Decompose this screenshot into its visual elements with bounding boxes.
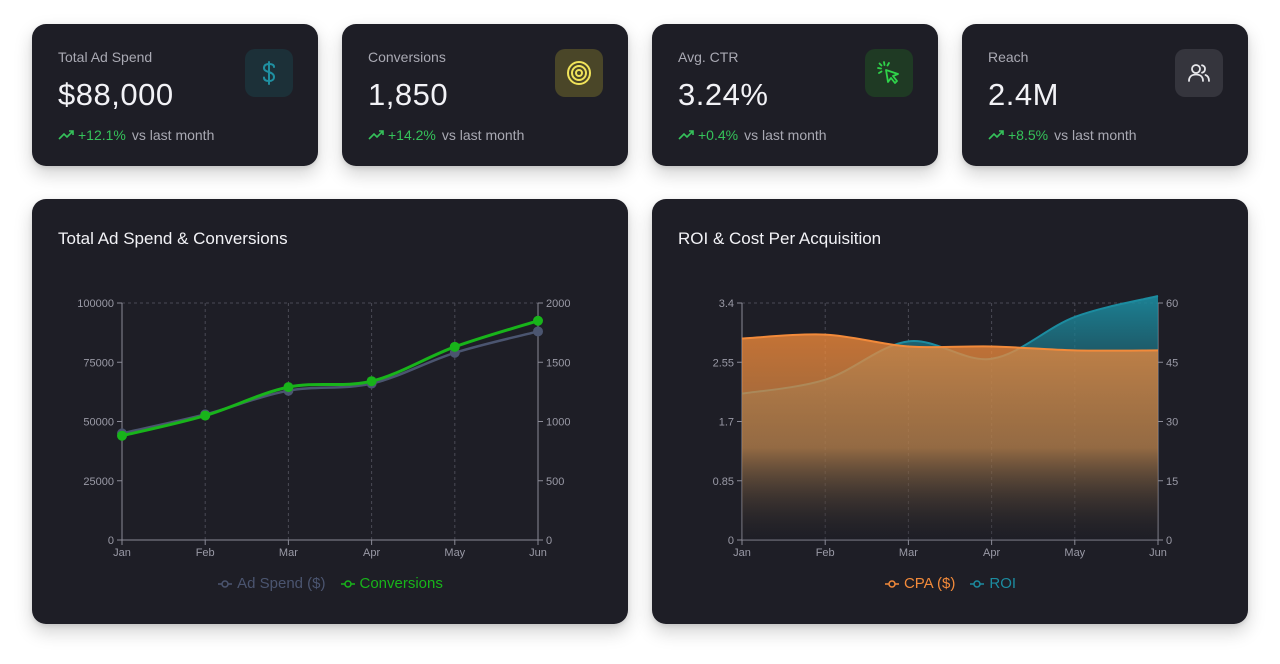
kpi-change-value: +0.4%: [698, 127, 739, 143]
data-point-conversions: [449, 341, 460, 352]
data-point-ad-spend: [533, 326, 543, 337]
chart-title: ROI & Cost Per Acquisition: [678, 229, 882, 248]
data-point-conversions: [200, 410, 211, 421]
trending-up-icon: [678, 130, 694, 140]
y-right-tick-label: 0: [546, 535, 552, 547]
users-icon: [1188, 64, 1210, 82]
legend-item-cpa[interactable]: CPA ($): [884, 575, 955, 592]
kpi-change-value: +14.2%: [388, 127, 436, 143]
y-right-tick-label: 30: [1166, 417, 1178, 429]
kpi-change: +0.4% vs last month: [678, 127, 912, 143]
y-left-tick-label: 75000: [83, 357, 114, 369]
kpi-card-ctr: Avg. CTR 3.24% +0.4% vs last month: [652, 24, 938, 166]
legend-line-marker-icon: [884, 579, 899, 588]
chart-panel-spend-conversions: Total Ad Spend & Conversions Jan Feb Mar Ap…: [32, 199, 628, 624]
series-line-conversions: [121, 319, 539, 438]
y-left-tick-label: 0: [728, 535, 734, 547]
kpi-card-reach: Reach 2.4M +8.5% vs last month: [962, 24, 1248, 166]
kpi-label: Reach: [988, 49, 1029, 65]
y-left-tick-label: 1.7: [719, 417, 734, 429]
x-tick-label: Jan: [113, 547, 131, 559]
y-left-tick-label: 0: [108, 535, 114, 547]
x-tick-label: Feb: [196, 547, 215, 559]
kpi-change: +14.2% vs last month: [368, 127, 602, 143]
target-icon: [567, 61, 591, 85]
kpi-comparison: vs last month: [441, 127, 525, 143]
y-right-tick-label: 45: [1166, 357, 1178, 369]
y-left-tick-label: 50000: [83, 417, 114, 429]
y-right-tick-label: 500: [546, 476, 564, 488]
y-left-tick-label: 0.85: [713, 476, 734, 488]
legend-item-roi[interactable]: ROI: [969, 575, 1016, 592]
trending-up-icon: [988, 130, 1004, 140]
kpi-label: Total Ad Spend: [58, 49, 153, 65]
legend-label: Ad Spend ($): [237, 575, 326, 592]
kpi-icon-box: [555, 49, 603, 97]
trending-up-icon: [368, 130, 384, 140]
kpi-label: Avg. CTR: [678, 49, 739, 65]
data-point-conversions: [533, 315, 543, 326]
kpi-change: +12.1% vs last month: [58, 127, 292, 143]
y-right-tick-label: 15: [1166, 476, 1178, 488]
y-right-tick-label: 1000: [546, 417, 570, 429]
kpi-icon-box: [865, 49, 913, 97]
legend-item-conversions[interactable]: Conversions: [340, 575, 443, 592]
x-tick-label: May: [444, 547, 465, 559]
chart-panel-roi-cpa: ROI & Cost Per Acquisition Jan Feb Mar Apr M…: [652, 199, 1248, 624]
chart-title: Total Ad Spend & Conversions: [58, 229, 288, 248]
y-left-tick-label: 3.4: [719, 298, 734, 310]
series-area-cpa: [742, 334, 1158, 540]
kpi-comparison: vs last month: [744, 127, 827, 143]
y-left-tick-label: 25000: [83, 476, 114, 488]
x-tick-label: Mar: [899, 547, 918, 559]
kpi-value: 1,850: [368, 77, 449, 112]
chart-legend: Ad Spend ($) Conversions: [32, 575, 628, 592]
legend-label: CPA ($): [903, 575, 956, 592]
y-right-tick-label: 2000: [546, 298, 570, 310]
series-line-ad-spend: [121, 330, 539, 435]
y-right-tick-label: 1500: [546, 357, 570, 369]
x-tick-label: Mar: [279, 547, 298, 559]
data-point-conversions: [283, 382, 294, 393]
kpi-change-value: +8.5%: [1008, 127, 1049, 143]
kpi-value: $88,000: [58, 77, 174, 112]
kpi-icon-box: [245, 49, 293, 97]
y-left-tick-label: 100000: [77, 298, 114, 310]
x-tick-label: Jun: [529, 547, 547, 559]
kpi-comparison: vs last month: [1054, 127, 1137, 143]
data-point-conversions: [117, 430, 127, 441]
kpi-value: 2.4M: [988, 77, 1059, 112]
x-tick-label: Jun: [1149, 547, 1167, 559]
y-left-tick-label: 2.55: [713, 357, 734, 369]
kpi-icon-box: [1175, 49, 1223, 97]
x-tick-label: May: [1064, 547, 1085, 559]
kpi-comparison: vs last month: [131, 127, 215, 143]
trending-up-icon: [58, 130, 74, 140]
x-tick-label: Apr: [363, 547, 380, 559]
legend-label: ROI: [989, 575, 1017, 592]
kpi-change-value: +12.1%: [78, 127, 126, 143]
x-tick-label: Jan: [733, 547, 751, 559]
legend-line-marker-icon: [970, 579, 985, 588]
legend-label: Conversions: [359, 575, 443, 592]
chart-legend: CPA ($) ROI: [652, 575, 1248, 592]
legend-item-ad-spend[interactable]: Ad Spend ($): [217, 575, 326, 592]
x-tick-label: Feb: [816, 547, 835, 559]
legend-line-marker-icon: [218, 579, 233, 588]
cursor-click-icon: [877, 61, 899, 84]
y-right-tick-label: 0: [1166, 535, 1172, 547]
kpi-card-conversions: Conversions 1,850 +14.2% vs last month: [342, 24, 628, 166]
data-point-conversions: [366, 376, 377, 387]
dollar-icon: [262, 61, 276, 85]
x-tick-label: Apr: [983, 547, 1000, 559]
y-right-tick-label: 60: [1166, 298, 1178, 310]
kpi-label: Conversions: [368, 49, 446, 65]
kpi-card-ad-spend: Total Ad Spend $88,000 +12.1% vs last mo…: [32, 24, 318, 166]
kpi-change: +8.5% vs last month: [988, 127, 1222, 143]
legend-line-marker-icon: [340, 579, 355, 588]
kpi-value: 3.24%: [678, 77, 769, 112]
series-line-cpa: [741, 333, 1159, 352]
